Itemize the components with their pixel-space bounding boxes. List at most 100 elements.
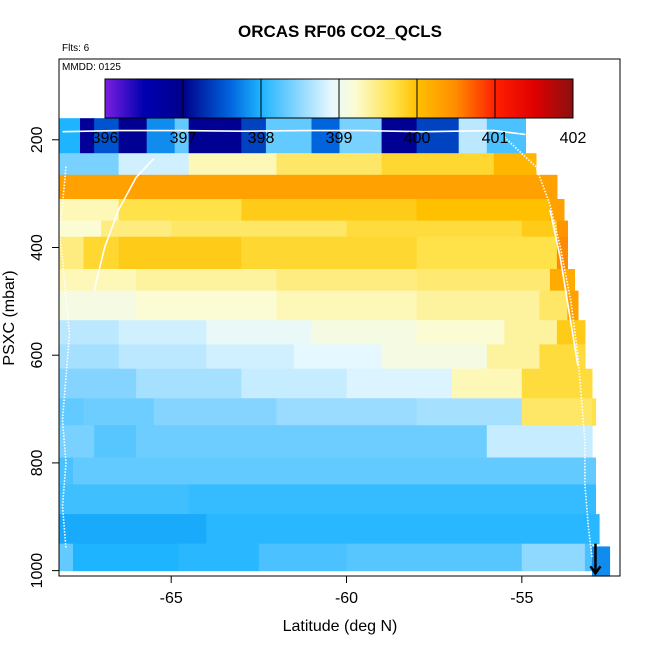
heatmap-cell	[118, 199, 242, 222]
heatmap-cell	[241, 199, 418, 222]
heatmap-cell	[73, 457, 596, 485]
heatmap-cell	[486, 425, 593, 459]
heatmap-cell	[493, 153, 537, 176]
heatmap-cell	[521, 543, 586, 572]
y-axis-label: PSXC (mbar)	[1, 270, 18, 365]
heatmap-cell	[80, 118, 95, 154]
x-axis-label: Latitude (deg N)	[283, 618, 398, 635]
heatmap-cell	[83, 398, 155, 426]
heatmap-cell	[416, 290, 540, 321]
flights-label: Flts: 6	[62, 43, 90, 54]
heatmap-cell	[59, 118, 81, 154]
heatmap-cell	[171, 220, 348, 238]
y-tick-label: 600	[29, 342, 46, 369]
heatmap-cell	[59, 153, 120, 176]
heatmap-cell	[73, 543, 179, 572]
colorbar-tick-label: 397	[170, 130, 197, 147]
heatmap-cell	[188, 484, 596, 515]
colorbar-tick-label: 396	[92, 130, 119, 147]
heatmap-cell	[59, 199, 120, 222]
heatmap-cell	[59, 368, 137, 399]
colorbar-tick-label: 399	[326, 130, 353, 147]
end-marker	[589, 543, 602, 576]
heatmap-cell	[241, 368, 348, 399]
heatmap-cell	[94, 118, 120, 154]
heatmap-cell	[549, 269, 575, 292]
heatmap-cell	[136, 425, 488, 459]
flight-track-track-right-descent	[503, 136, 593, 558]
date-label: MMDD: 0125	[62, 62, 121, 73]
heatmap-cell	[59, 236, 85, 270]
heatmap-cell	[521, 220, 558, 238]
heatmap-cell	[504, 320, 558, 345]
y-tick-label: 400	[29, 234, 46, 261]
heatmap-cells	[59, 118, 611, 577]
heatmap-cell	[136, 290, 277, 321]
heatmap-cell	[188, 153, 277, 176]
heatmap-cell	[346, 368, 453, 399]
heatmap-cell	[118, 153, 190, 176]
heatmap-cell	[311, 320, 418, 345]
heatmap-cell	[118, 344, 207, 370]
y-tick-label: 800	[29, 449, 46, 476]
end-marker-arrowhead	[589, 565, 602, 576]
heatmap-cell	[416, 269, 551, 292]
colorbar-tick-label: 400	[404, 130, 431, 147]
heatmap-cell	[178, 543, 260, 572]
heatmap-cell	[59, 514, 207, 545]
y-axis: 200 400 600 800 1000	[29, 126, 59, 588]
heatmap-cell	[549, 199, 565, 222]
heatmap-cell	[174, 118, 190, 154]
heatmap-cell	[83, 236, 120, 270]
heatmap-cell	[346, 543, 523, 572]
heatmap-cell	[556, 220, 568, 238]
x-tick-label: -60	[335, 590, 358, 607]
heatmap-cell	[146, 118, 176, 154]
heatmap-cell	[451, 368, 523, 399]
heatmap-cell	[118, 236, 242, 270]
y-tick-label: 200	[29, 126, 46, 153]
heatmap-cell	[339, 118, 383, 154]
heatmap-cell	[311, 118, 341, 154]
heatmap-cell	[276, 398, 418, 426]
heatmap-cell	[486, 118, 526, 154]
heatmap-cell	[416, 398, 523, 426]
heatmap-cell	[59, 344, 120, 370]
colorbar-frame	[104, 78, 574, 119]
heatmap-cell	[556, 236, 568, 270]
heatmap-cell	[539, 290, 568, 321]
heatmap-cell	[206, 344, 295, 370]
heatmap-cell	[188, 118, 242, 154]
colorbar: 396 397 398 399 400 401 402	[92, 78, 587, 147]
heatmap-cell	[59, 220, 102, 238]
heatmap-cell	[118, 118, 148, 154]
heatmap-cell	[276, 269, 418, 292]
heatmap-cell	[416, 118, 460, 154]
heatmap-cell	[416, 236, 558, 270]
flight-track-track-right-inner	[549, 209, 579, 367]
heatmap-cell	[206, 320, 313, 345]
heatmap-cell	[381, 344, 488, 370]
heatmap-cell	[346, 220, 523, 238]
heatmap-cell	[101, 220, 172, 238]
heatmap-cell	[521, 368, 593, 399]
x-axis: -65 -60 -55	[160, 576, 533, 607]
heatmap-cell	[584, 543, 593, 572]
heatmap-cell	[567, 290, 579, 321]
heatmap-cell	[153, 398, 277, 426]
heatmap-cell	[136, 269, 277, 292]
heatmap-cell	[59, 290, 137, 321]
heatmap-cell	[486, 344, 540, 370]
heatmap-cell	[59, 543, 74, 572]
heatmap-cell	[241, 118, 267, 154]
x-tick-label: -65	[160, 590, 183, 607]
colorbar-tick-label: 402	[560, 130, 587, 147]
heatmap-cell	[206, 514, 600, 545]
colorbar-tick-label: 398	[248, 130, 275, 147]
heatmap-cell	[416, 199, 551, 222]
heatmap-cell	[276, 153, 383, 176]
y-tick-label: 1000	[29, 553, 46, 589]
flight-track-track-mid-climb	[93, 158, 155, 291]
heatmap-cell	[381, 153, 495, 176]
